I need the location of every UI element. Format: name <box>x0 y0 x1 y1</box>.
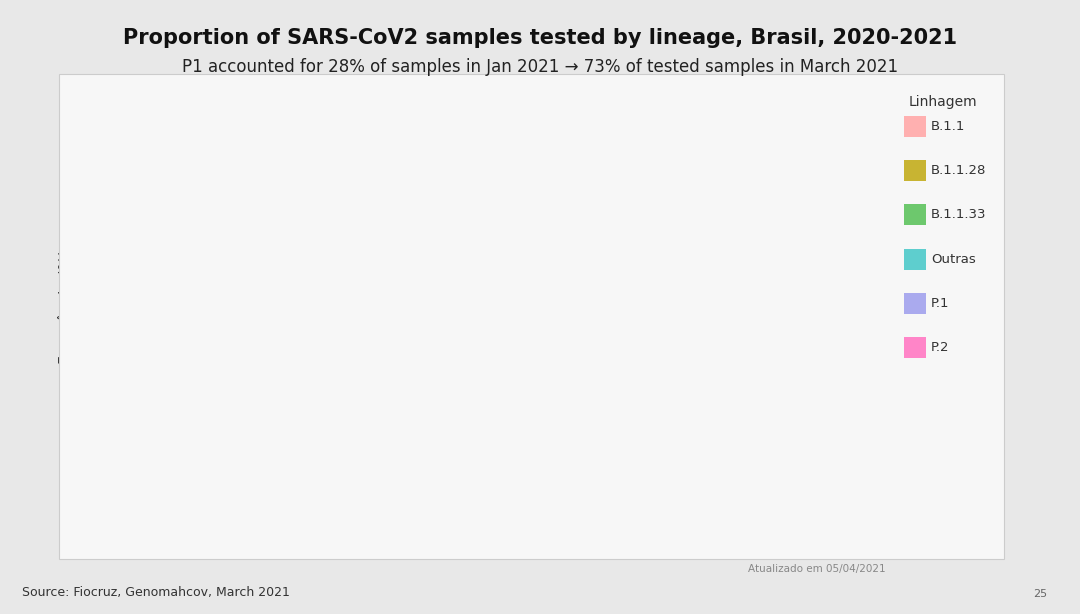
Text: P1 accounted for 28% of samples in Jan 2021 → 73% of tested samples in March 202: P1 accounted for 28% of samples in Jan 2… <box>181 58 899 76</box>
Text: Outras: Outras <box>931 252 975 266</box>
Text: P.1: P.1 <box>931 297 949 310</box>
Text: Atualizado em 05/04/2021: Atualizado em 05/04/2021 <box>748 564 886 574</box>
Text: Linhagem: Linhagem <box>908 95 977 109</box>
Text: B.1.1.33: B.1.1.33 <box>931 208 986 222</box>
Y-axis label: Frequência (%): Frequência (%) <box>57 249 73 365</box>
Text: B.1.1: B.1.1 <box>931 120 966 133</box>
X-axis label: Mês de Amostragem: Mês de Amostragem <box>418 538 576 554</box>
Text: 25: 25 <box>1034 589 1048 599</box>
Text: Proportion of SARS-CoV2 samples tested by lineage, Brasil, 2020-2021: Proportion of SARS-CoV2 samples tested b… <box>123 28 957 48</box>
Text: P.2: P.2 <box>931 341 949 354</box>
Text: B.1.1.28: B.1.1.28 <box>931 164 986 177</box>
Text: Source: Fiocruz, Genomahcov, March 2021: Source: Fiocruz, Genomahcov, March 2021 <box>22 586 289 599</box>
